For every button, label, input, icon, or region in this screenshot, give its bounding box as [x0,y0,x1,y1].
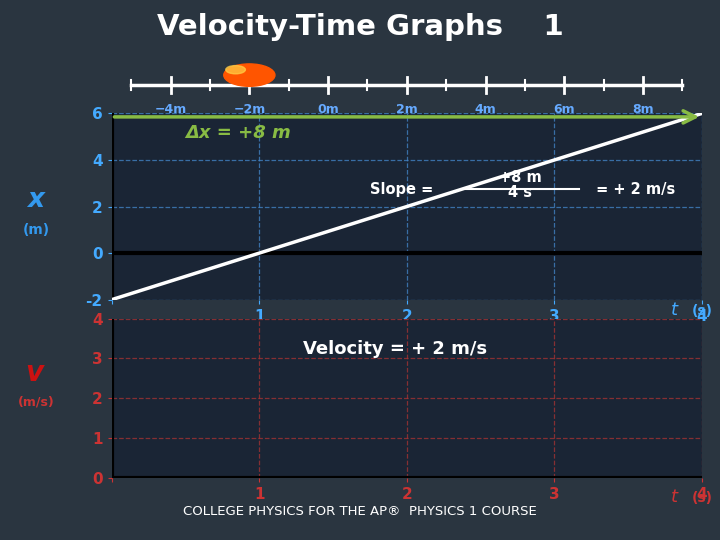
Bar [112,114,702,122]
Text: v: v [25,359,43,387]
Text: 8m: 8m [632,103,654,116]
Text: Slope =: Slope = [370,181,438,197]
Text: 4m: 4m [474,103,496,116]
Text: COLLEGE PHYSICS FOR THE AP®  PHYSICS 1 COURSE: COLLEGE PHYSICS FOR THE AP® PHYSICS 1 CO… [183,505,537,518]
Text: (m/s): (m/s) [18,396,55,409]
Text: (m): (m) [23,222,50,237]
Text: +8 m: +8 m [499,170,542,185]
Text: x: x [27,187,45,213]
Text: −2m: −2m [233,103,266,116]
Text: Velocity = + 2 m/s: Velocity = + 2 m/s [304,340,487,359]
Text: 4 s: 4 s [508,185,533,200]
Text: $t$: $t$ [670,488,679,506]
Ellipse shape [224,64,275,86]
Text: 0m: 0m [318,103,339,116]
Text: Δx = +8 m: Δx = +8 m [185,124,291,142]
Text: 2m: 2m [396,103,418,116]
Text: (s): (s) [692,304,713,318]
Text: Velocity-Time Graphs    1: Velocity-Time Graphs 1 [157,13,563,41]
Ellipse shape [226,65,246,74]
Text: (s): (s) [692,491,713,505]
Text: = + 2 m/s: = + 2 m/s [591,181,675,197]
Text: −4m: −4m [155,103,186,116]
Text: 6m: 6m [554,103,575,116]
Text: $t$: $t$ [670,301,679,319]
